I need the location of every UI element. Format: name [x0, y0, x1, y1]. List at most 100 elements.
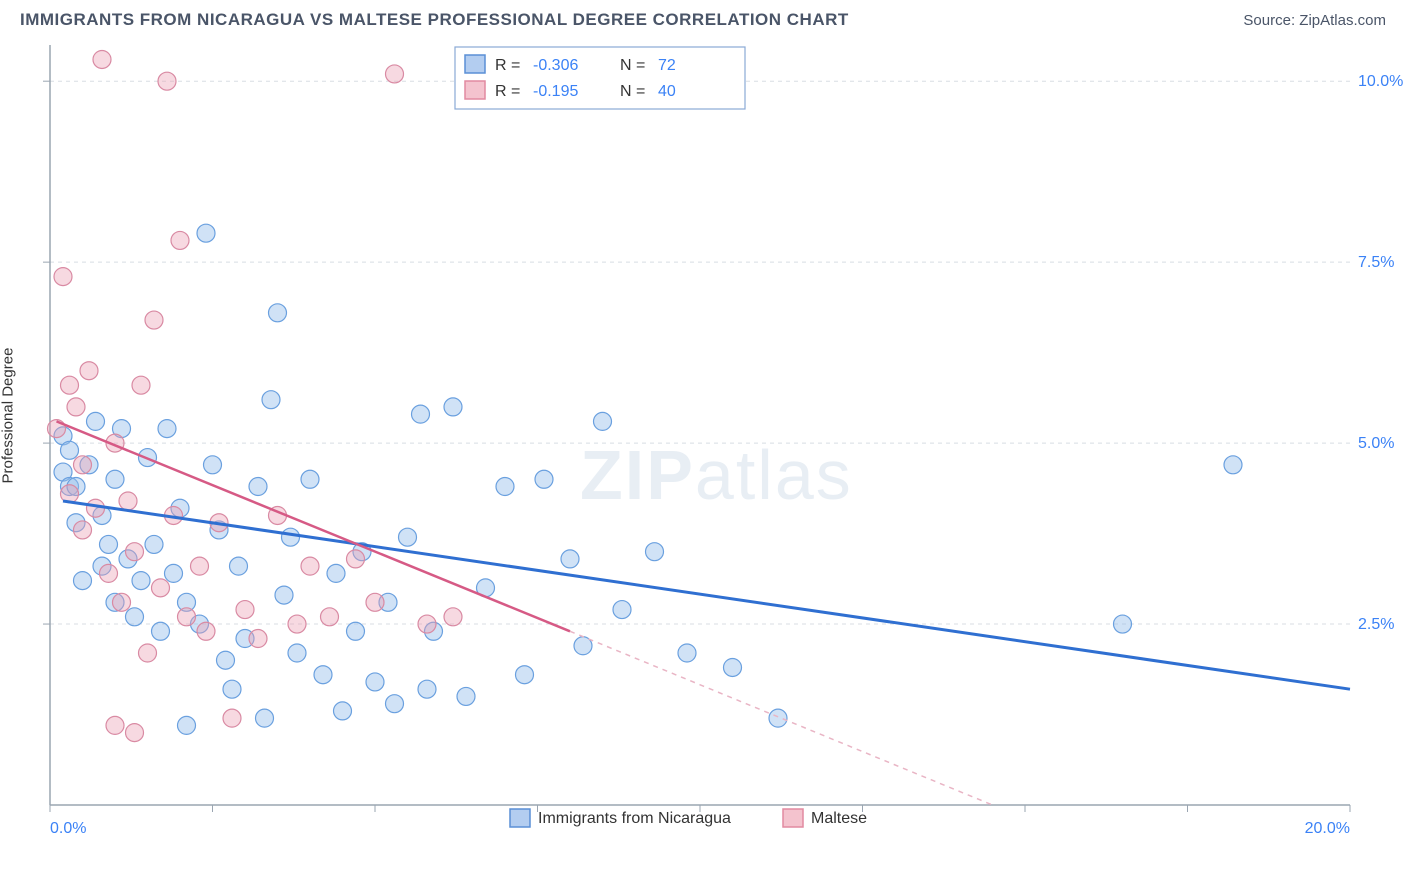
data-point — [1114, 615, 1132, 633]
data-point — [197, 224, 215, 242]
data-point — [444, 398, 462, 416]
data-point — [613, 601, 631, 619]
data-point — [288, 644, 306, 662]
data-point — [594, 412, 612, 430]
data-point — [236, 601, 254, 619]
data-point — [74, 456, 92, 474]
data-point — [132, 572, 150, 590]
data-point — [769, 709, 787, 727]
data-point — [496, 478, 514, 496]
trend-line-maltese — [57, 421, 571, 631]
data-point — [145, 311, 163, 329]
data-point — [74, 572, 92, 590]
data-point — [301, 470, 319, 488]
data-point — [1224, 456, 1242, 474]
legend-series-label: Immigrants from Nicaragua — [538, 810, 731, 827]
data-point — [139, 644, 157, 662]
trend-line-nicaragua — [63, 501, 1350, 689]
data-point — [288, 615, 306, 633]
data-point — [178, 608, 196, 626]
data-point — [67, 398, 85, 416]
data-point — [87, 499, 105, 517]
legend-series-label: Maltese — [811, 810, 867, 827]
legend-r-label: R = — [495, 57, 520, 74]
data-point — [158, 72, 176, 90]
x-tick-label: 0.0% — [50, 820, 86, 837]
data-point — [366, 593, 384, 611]
legend-series-swatch — [783, 809, 803, 827]
data-point — [197, 622, 215, 640]
legend-n-label: N = — [620, 57, 645, 74]
chart-title: IMMIGRANTS FROM NICARAGUA VS MALTESE PRO… — [20, 10, 849, 30]
data-point — [561, 550, 579, 568]
data-point — [386, 65, 404, 83]
data-point — [126, 543, 144, 561]
scatter-chart: 0.0%20.0%2.5%5.0%7.5%10.0%R =-0.306N =72… — [0, 35, 1406, 875]
data-point — [347, 622, 365, 640]
data-point — [100, 535, 118, 553]
data-point — [178, 716, 196, 734]
data-point — [152, 622, 170, 640]
data-point — [61, 441, 79, 459]
data-point — [301, 557, 319, 575]
data-point — [249, 630, 267, 648]
data-point — [262, 391, 280, 409]
data-point — [418, 680, 436, 698]
data-point — [282, 528, 300, 546]
data-point — [54, 268, 72, 286]
data-point — [152, 579, 170, 597]
data-point — [113, 593, 131, 611]
data-point — [334, 702, 352, 720]
data-point — [106, 470, 124, 488]
legend-n-value: 72 — [658, 57, 676, 74]
chart-source: Source: ZipAtlas.com — [1243, 12, 1386, 29]
data-point — [646, 543, 664, 561]
legend-swatch — [465, 81, 485, 99]
y-tick-label: 2.5% — [1358, 616, 1394, 633]
data-point — [80, 362, 98, 380]
data-point — [418, 615, 436, 633]
data-point — [516, 666, 534, 684]
data-point — [327, 564, 345, 582]
data-point — [457, 687, 475, 705]
x-tick-label: 20.0% — [1305, 820, 1350, 837]
data-point — [145, 535, 163, 553]
data-point — [132, 376, 150, 394]
legend-r-value: -0.195 — [533, 83, 578, 100]
data-point — [158, 420, 176, 438]
y-tick-label: 7.5% — [1358, 254, 1394, 271]
data-point — [256, 709, 274, 727]
data-point — [249, 478, 267, 496]
legend-r-label: R = — [495, 83, 520, 100]
data-point — [171, 231, 189, 249]
data-point — [366, 673, 384, 691]
y-tick-label: 10.0% — [1358, 73, 1403, 90]
data-point — [191, 557, 209, 575]
chart-header: IMMIGRANTS FROM NICARAGUA VS MALTESE PRO… — [0, 0, 1406, 35]
data-point — [444, 608, 462, 626]
data-point — [119, 492, 137, 510]
data-point — [399, 528, 417, 546]
legend-swatch — [465, 55, 485, 73]
data-point — [412, 405, 430, 423]
data-point — [165, 564, 183, 582]
data-point — [230, 557, 248, 575]
chart-container: Professional Degree ZIPatlas 0.0%20.0%2.… — [0, 35, 1406, 875]
data-point — [126, 608, 144, 626]
legend-n-label: N = — [620, 83, 645, 100]
data-point — [93, 50, 111, 68]
y-tick-label: 5.0% — [1358, 435, 1394, 452]
data-point — [223, 709, 241, 727]
legend-n-value: 40 — [658, 83, 676, 100]
data-point — [223, 680, 241, 698]
legend-series-swatch — [510, 809, 530, 827]
data-point — [347, 550, 365, 568]
data-point — [74, 521, 92, 539]
data-point — [269, 304, 287, 322]
data-point — [106, 716, 124, 734]
source-prefix: Source: — [1243, 12, 1295, 29]
data-point — [321, 608, 339, 626]
data-point — [386, 695, 404, 713]
data-point — [100, 564, 118, 582]
data-point — [678, 644, 696, 662]
